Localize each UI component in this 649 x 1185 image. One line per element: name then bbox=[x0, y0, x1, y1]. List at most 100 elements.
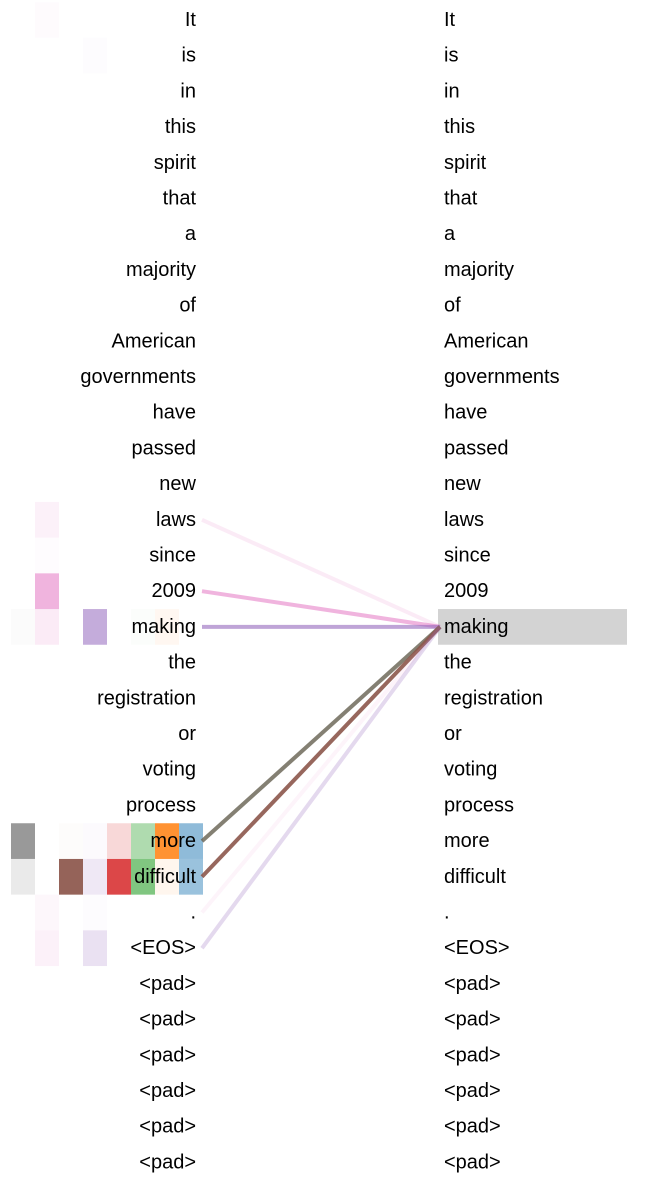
right-token[interactable]: of bbox=[444, 295, 461, 317]
attention-head-cell bbox=[107, 858, 131, 895]
right-token[interactable]: laws bbox=[444, 509, 484, 531]
left-token[interactable]: registration bbox=[97, 687, 196, 709]
left-token[interactable]: have bbox=[153, 402, 196, 424]
left-token[interactable]: <pad> bbox=[139, 1151, 196, 1173]
left-token[interactable]: difficult bbox=[134, 866, 196, 888]
attention-head-cell bbox=[11, 823, 35, 859]
attention-head-cell bbox=[83, 38, 107, 74]
left-token[interactable]: more bbox=[150, 830, 196, 852]
right-token[interactable]: process bbox=[444, 794, 514, 816]
attention-line bbox=[200, 625, 442, 950]
left-token[interactable]: <EOS> bbox=[130, 937, 196, 959]
right-token[interactable]: American bbox=[444, 330, 528, 352]
selected-token-highlight bbox=[438, 609, 627, 645]
attention-head-cell bbox=[155, 823, 179, 859]
right-token[interactable]: 2009 bbox=[444, 580, 489, 602]
right-token[interactable]: <pad> bbox=[444, 1151, 501, 1173]
left-token[interactable]: It bbox=[185, 9, 197, 31]
right-token[interactable]: <pad> bbox=[444, 1009, 501, 1031]
left-token[interactable]: is bbox=[182, 45, 196, 67]
attention-head-cell bbox=[83, 609, 107, 645]
right-token[interactable]: difficult bbox=[444, 866, 506, 888]
left-token[interactable]: 2009 bbox=[152, 580, 197, 602]
attention-head-cell bbox=[155, 609, 179, 645]
left-token[interactable]: the bbox=[168, 652, 196, 674]
attention-head-cell bbox=[59, 823, 83, 859]
attention-head-cell bbox=[35, 609, 59, 645]
right-token[interactable]: or bbox=[444, 723, 462, 745]
right-token[interactable]: registration bbox=[444, 687, 543, 709]
left-token[interactable]: spirit bbox=[154, 152, 197, 174]
attention-head-cell bbox=[179, 858, 203, 895]
attention-head-cell bbox=[179, 823, 203, 859]
right-token[interactable]: since bbox=[444, 545, 491, 567]
right-token[interactable]: the bbox=[444, 652, 472, 674]
right-token[interactable]: making bbox=[444, 616, 508, 638]
left-token[interactable]: American bbox=[112, 330, 196, 352]
attention-head-cell bbox=[59, 858, 83, 895]
right-token[interactable]: a bbox=[444, 223, 456, 245]
left-token[interactable]: that bbox=[163, 188, 197, 210]
right-token[interactable]: this bbox=[444, 116, 475, 138]
right-token[interactable]: <pad> bbox=[444, 973, 501, 995]
attention-head-cell bbox=[35, 930, 59, 967]
right-token[interactable]: have bbox=[444, 402, 487, 424]
left-token[interactable]: a bbox=[185, 223, 197, 245]
attention-line bbox=[200, 625, 442, 843]
right-token[interactable]: new bbox=[444, 473, 481, 495]
attention-line bbox=[200, 625, 442, 879]
attention-head-cell bbox=[83, 858, 107, 895]
right-token[interactable]: in bbox=[444, 80, 460, 102]
attention-head-cell bbox=[83, 930, 107, 967]
left-token[interactable]: <pad> bbox=[139, 1080, 196, 1102]
right-token[interactable]: spirit bbox=[444, 152, 487, 174]
attention-head-cell bbox=[83, 895, 107, 931]
attention-head-cell bbox=[131, 858, 155, 895]
attention-head-cell bbox=[11, 858, 35, 895]
attention-head-cell bbox=[35, 894, 59, 931]
left-token[interactable]: <pad> bbox=[139, 1116, 196, 1138]
left-token[interactable]: <pad> bbox=[139, 1009, 196, 1031]
attention-head-cell bbox=[35, 573, 59, 610]
right-token[interactable]: passed bbox=[444, 437, 509, 459]
right-token[interactable]: voting bbox=[444, 759, 497, 781]
left-token[interactable]: majority bbox=[126, 259, 196, 281]
left-token[interactable]: since bbox=[149, 545, 196, 567]
left-token[interactable]: laws bbox=[156, 509, 196, 531]
attention-head-cell bbox=[35, 538, 59, 574]
left-token[interactable]: passed bbox=[132, 437, 197, 459]
attention-head-cell bbox=[107, 823, 131, 859]
attention-line bbox=[201, 589, 441, 629]
left-token[interactable]: . bbox=[190, 902, 196, 924]
left-token[interactable]: making bbox=[132, 616, 196, 638]
right-token[interactable]: more bbox=[444, 830, 490, 852]
left-token[interactable]: this bbox=[165, 116, 196, 138]
right-token[interactable]: that bbox=[444, 188, 478, 210]
left-token[interactable]: voting bbox=[143, 759, 196, 781]
left-token[interactable]: governments bbox=[80, 366, 196, 388]
attention-head-cell bbox=[35, 2, 59, 38]
left-token[interactable]: <pad> bbox=[139, 1044, 196, 1066]
right-token[interactable]: majority bbox=[444, 259, 514, 281]
left-token[interactable]: process bbox=[126, 794, 196, 816]
attention-line bbox=[200, 625, 442, 914]
right-token[interactable]: . bbox=[444, 902, 450, 924]
left-token[interactable]: new bbox=[159, 473, 196, 495]
attention-head-cell bbox=[35, 501, 59, 538]
right-token[interactable]: <EOS> bbox=[444, 937, 510, 959]
left-token[interactable]: or bbox=[178, 723, 196, 745]
right-token[interactable]: It bbox=[444, 9, 456, 31]
left-token[interactable]: of bbox=[179, 295, 196, 317]
left-token[interactable]: in bbox=[180, 80, 196, 102]
attention-line bbox=[201, 517, 441, 629]
left-token[interactable]: <pad> bbox=[139, 973, 196, 995]
attention-head-cell bbox=[11, 609, 35, 645]
right-token[interactable]: governments bbox=[444, 366, 560, 388]
attention-head-cell bbox=[155, 858, 179, 895]
right-token[interactable]: <pad> bbox=[444, 1044, 501, 1066]
right-token[interactable]: <pad> bbox=[444, 1080, 501, 1102]
right-token[interactable]: is bbox=[444, 45, 458, 67]
attention-head-cell bbox=[131, 823, 155, 859]
right-token[interactable]: <pad> bbox=[444, 1116, 501, 1138]
